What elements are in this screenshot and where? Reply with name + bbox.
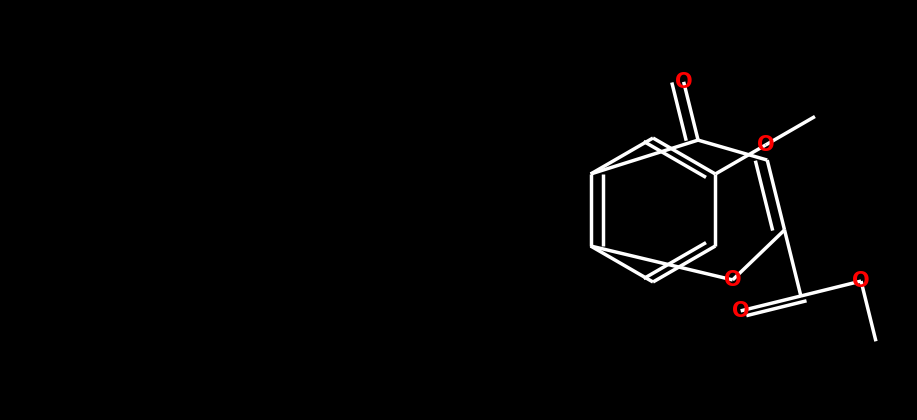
Text: O: O [732, 301, 749, 321]
Text: O: O [757, 135, 774, 155]
Text: O: O [675, 72, 692, 92]
Text: O: O [852, 271, 870, 291]
Text: O: O [724, 270, 742, 290]
